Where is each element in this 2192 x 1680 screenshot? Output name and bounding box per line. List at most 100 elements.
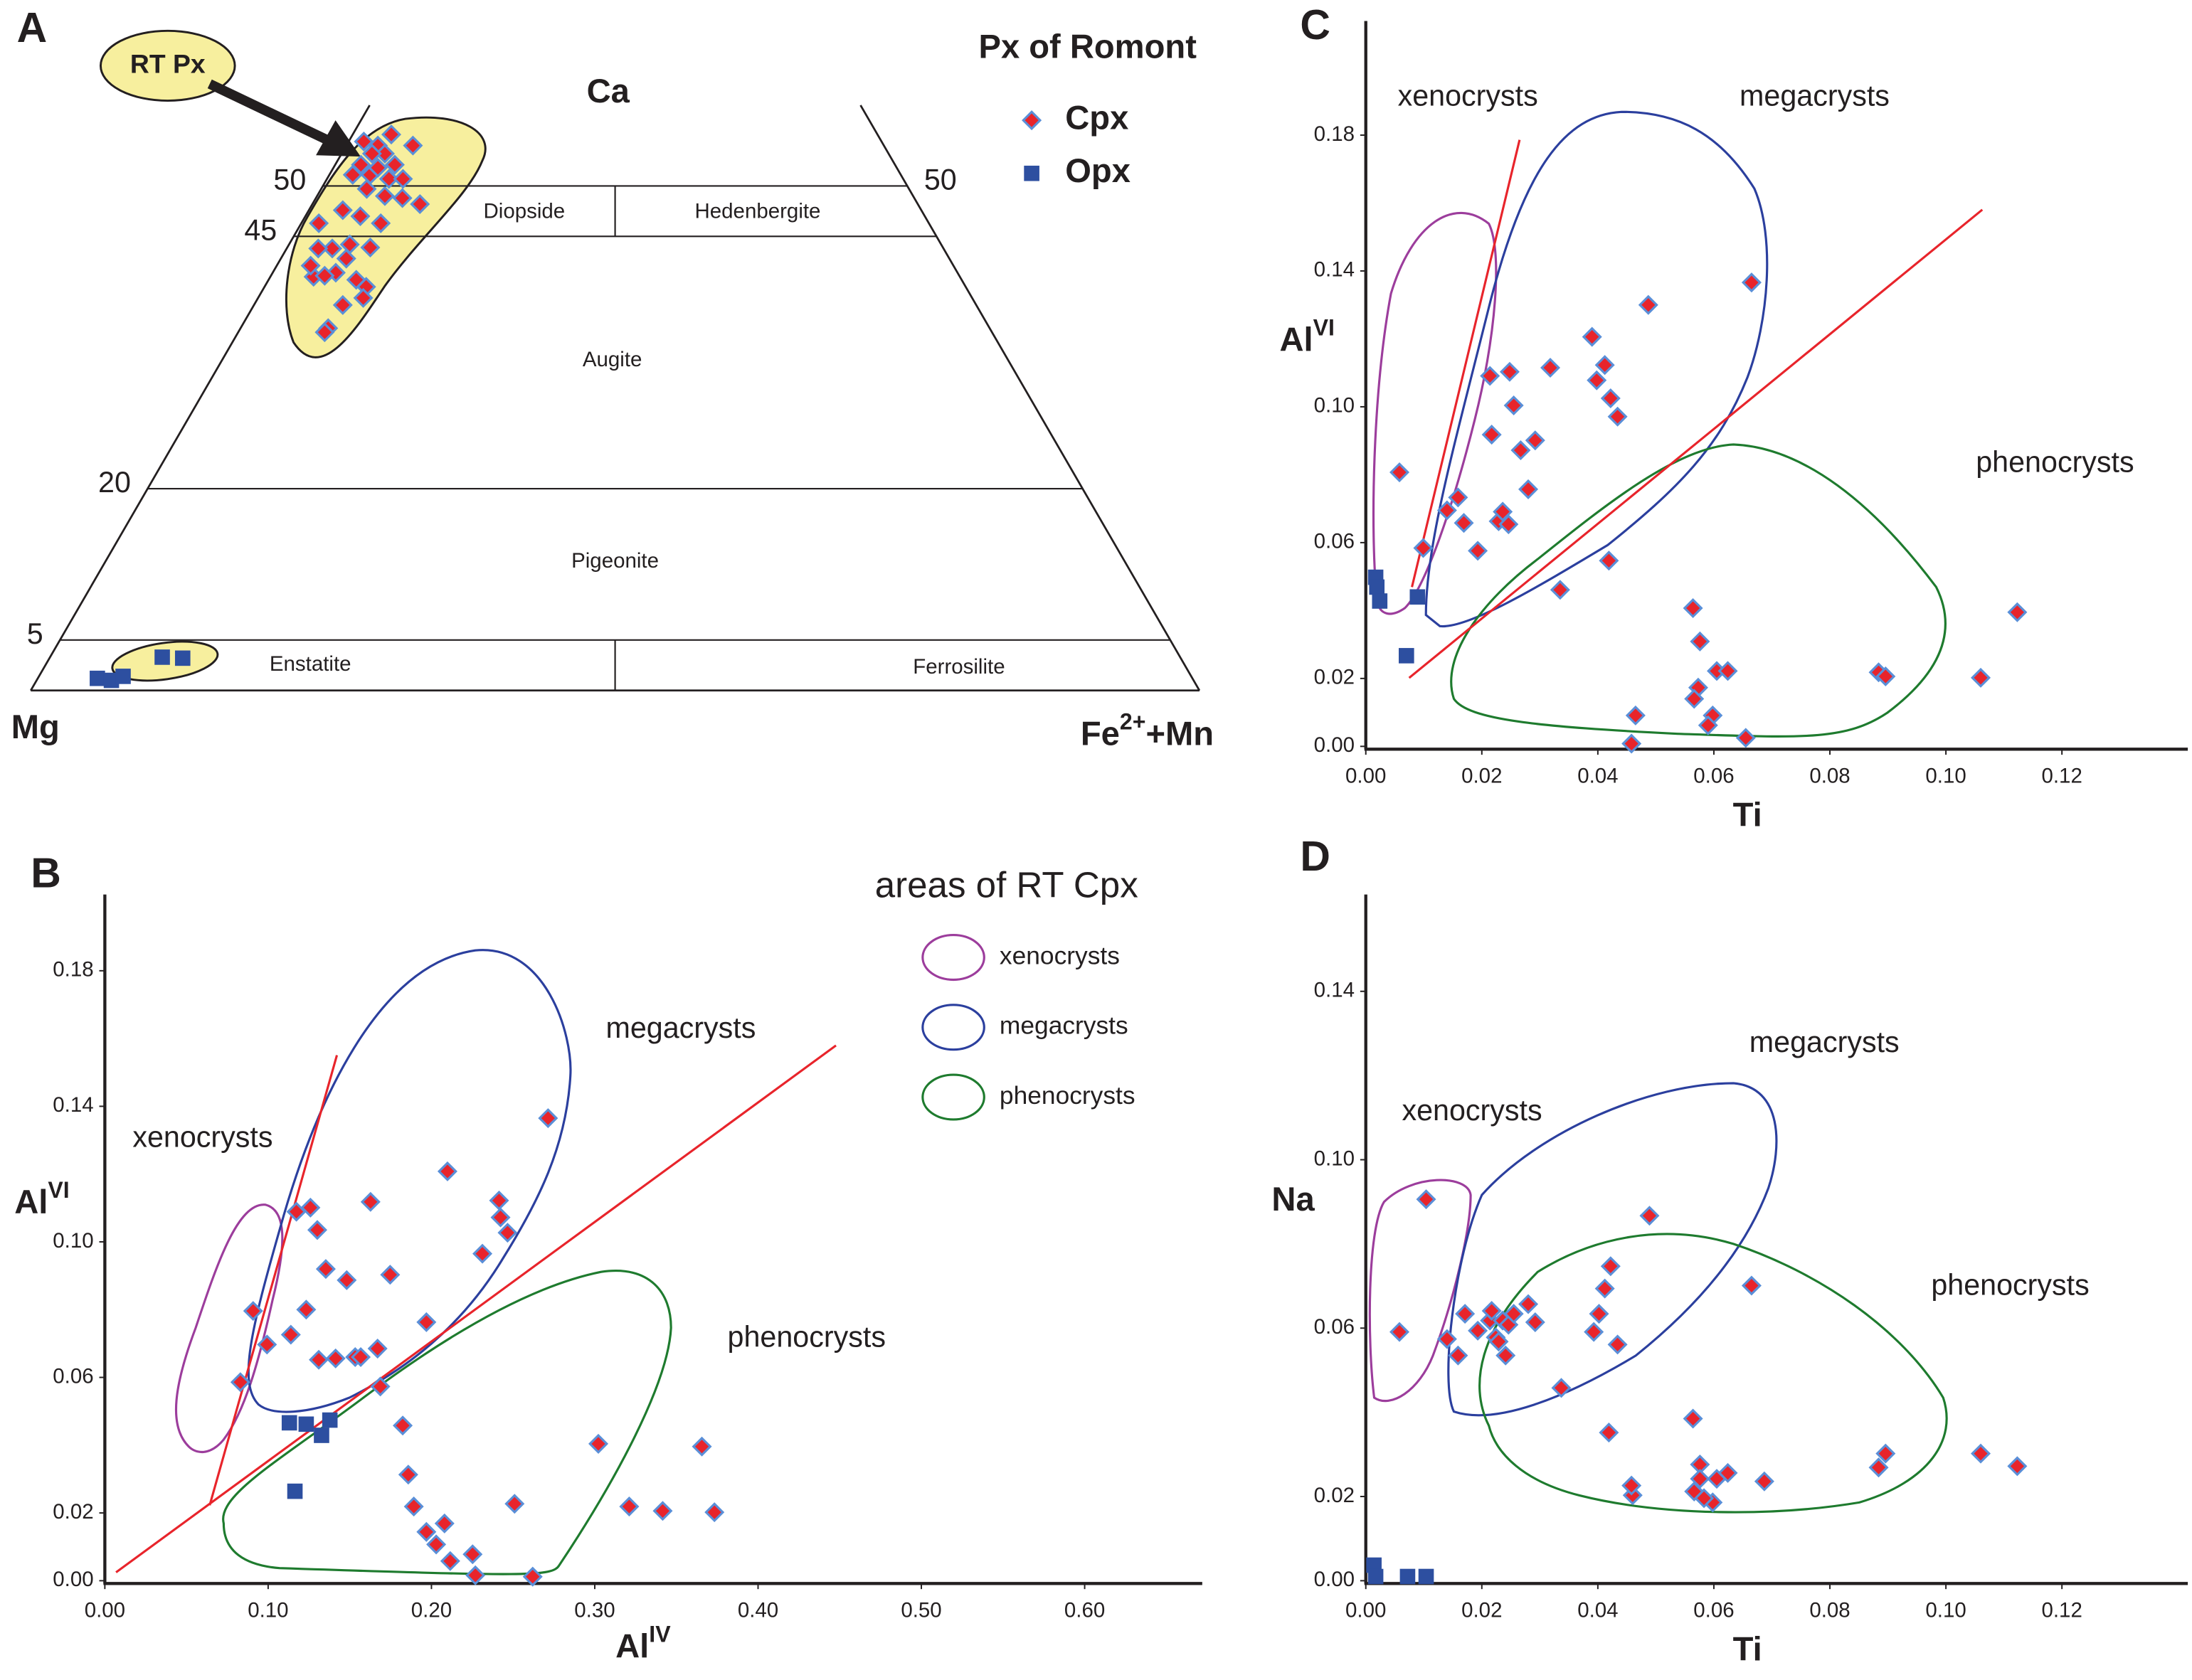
y-tick-label: 0.06 [1314,530,1355,553]
x-tick-label: 0.04 [1577,764,1618,787]
field-name: Pigeonite [571,549,659,573]
y-tick-label: 0.02 [1314,1484,1355,1507]
cpx-point [367,1339,388,1359]
legend-title: areas of RT Cpx [875,864,1138,905]
cpx-point [1741,1275,1762,1296]
cpx-point [1971,667,1991,688]
legend-marker [1022,110,1042,131]
cpx-point [354,131,374,152]
annotation-bubble [100,29,236,102]
y-tick-label: 0.18 [1314,122,1355,146]
legend-title: Px of Romont [979,27,1197,65]
x-tick-label: 0.60 [1064,1598,1105,1622]
opx-point [154,649,170,665]
cpx-point [1875,1443,1896,1464]
cpx-point [490,1207,511,1228]
cpx-point [1594,355,1615,376]
panel-label: A [17,5,48,51]
cpx-point [1488,1331,1509,1352]
cpx-point [280,1324,301,1345]
legend-label: megacrysts [1000,1012,1128,1040]
x-axis-title: AlIV [615,1622,671,1665]
region-label: phenocrysts [1931,1269,2089,1302]
opx-point [1399,1568,1416,1585]
cpx-point [1468,541,1488,561]
opx-point [1409,589,1426,605]
legend-swatch [921,1073,985,1121]
field-name: Augite [583,348,642,371]
y-tick-label: 0.10 [1314,394,1355,418]
x-tick-label: 0.06 [1693,764,1734,787]
ternary-side [30,105,371,691]
cpx-point [1540,358,1561,378]
cpx-point [342,164,363,185]
cpx-point [1448,487,1468,508]
cpx-point [1690,1469,1710,1489]
cpx-point [1600,388,1621,408]
legend-swatch [921,1004,985,1051]
cpx-point [1607,1334,1628,1355]
cpx-point [380,1265,401,1285]
apex-label: Ca [587,72,630,110]
opx-point [322,1412,338,1428]
cpx-point [538,1108,558,1129]
cpx-point [1971,1443,1991,1464]
cpx-point [314,322,335,343]
panel-label: C [1300,2,1330,48]
x-tick-label: 0.12 [2041,1598,2082,1622]
cpx-point [1454,513,1474,533]
field-name: Enstatite [270,652,351,676]
cpx-point [1582,326,1602,347]
trend-line [208,1055,339,1506]
area-outline [1424,110,1769,627]
x-tick-label: 0.00 [1345,1598,1386,1622]
cpx-point [1607,406,1628,427]
apex-label-part: 2+ [1120,709,1146,735]
cpx-point [1622,1485,1643,1506]
wo-tick-label: 20 [98,466,131,499]
cpx-point [1599,551,1619,571]
x-tick-label: 0.08 [1809,764,1850,787]
annotation: RT Px [130,48,206,78]
cpx-point [522,1566,543,1587]
annotation-arrow [207,79,332,146]
cpx-point [619,1496,640,1517]
legend-label: Cpx [1065,99,1128,137]
x-tick-label: 0.06 [1693,1598,1734,1622]
region-label: xenocrysts [1402,1094,1542,1127]
cpx-point [426,1534,447,1555]
cpx-point [437,1161,457,1181]
cpx-point [332,294,353,315]
cpx-point [308,238,329,259]
cpx-point [1717,1462,1738,1483]
cpx-point [1416,1189,1436,1210]
y-axis-title: AlVI [14,1177,69,1221]
cpx-point [416,1312,437,1332]
x-axis-title-part: Ti [1733,1630,1762,1668]
cpx-point [325,1348,346,1368]
x-axis-title-part: IV [649,1622,671,1647]
cpx-point [300,255,321,276]
panel-label: B [31,851,61,897]
cpx-point [374,144,395,164]
region-label: phenocrysts [1976,445,2134,478]
opx-point [1367,1568,1384,1585]
y-tick-label: 0.02 [53,1500,93,1524]
cpx-point [497,1223,518,1243]
wo-tick-label: 50 [273,163,306,196]
x-tick-label: 0.10 [248,1598,288,1622]
opx-point [115,669,131,684]
cpx-point [692,1436,712,1457]
y-axis-title-part: VI [48,1177,69,1203]
field-name: Ferrosilite [913,655,1005,679]
y-tick-label: 0.00 [1314,1568,1355,1591]
field-name: Diopside [484,200,566,223]
cpx-point [1683,598,1703,619]
x-tick-label: 0.20 [411,1598,452,1622]
cpx-point [360,1191,381,1212]
cpx-point [504,1494,525,1514]
cpx-point [1639,1206,1660,1226]
y-axis-title: Na [1271,1180,1315,1218]
region-label: megacrysts [1749,1026,1900,1058]
cpx-point [392,188,413,208]
